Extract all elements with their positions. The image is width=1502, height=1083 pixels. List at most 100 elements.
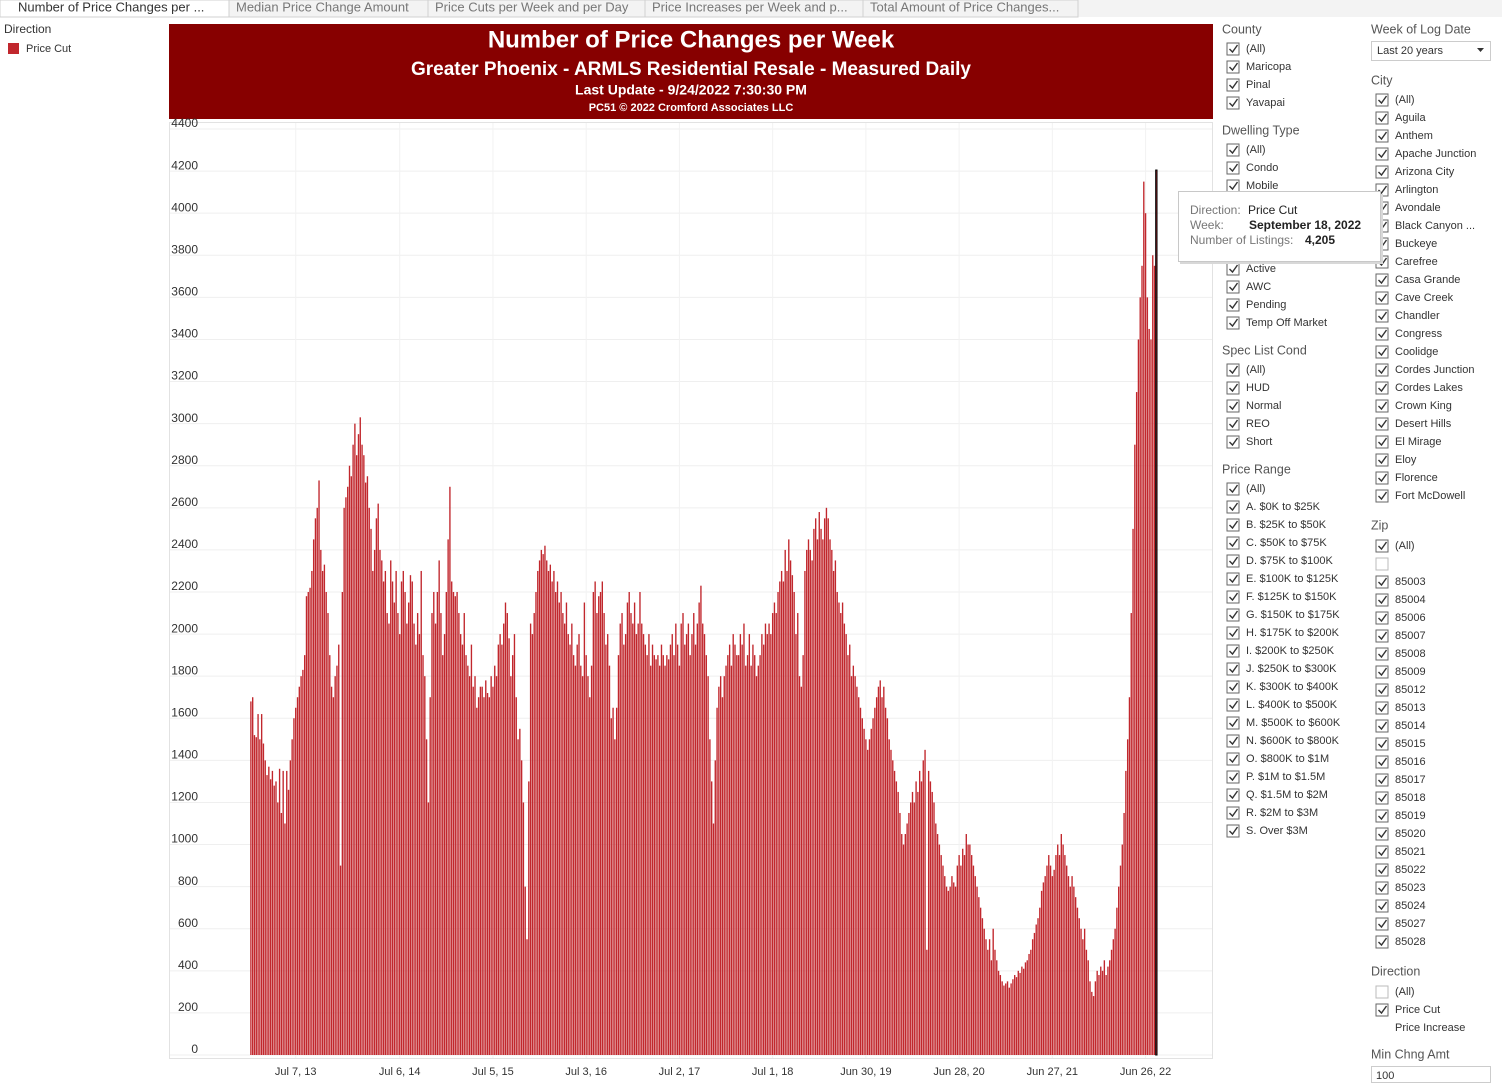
- bar[interactable]: [293, 718, 295, 1055]
- bar[interactable]: [714, 760, 716, 1055]
- filter-item[interactable]: R. $2M to $3M: [1246, 807, 1318, 819]
- bar[interactable]: [542, 554, 544, 1055]
- bar[interactable]: [702, 623, 704, 1055]
- bar[interactable]: [874, 707, 876, 1055]
- bar[interactable]: [1137, 339, 1140, 1055]
- bar[interactable]: [974, 876, 976, 1055]
- bar[interactable]: [1098, 975, 1100, 1055]
- bar[interactable]: [391, 581, 394, 1055]
- bar[interactable]: [711, 781, 713, 1055]
- bar[interactable]: [257, 714, 259, 1055]
- bar[interactable]: [488, 697, 491, 1055]
- bar[interactable]: [657, 655, 659, 1055]
- bar[interactable]: [501, 644, 503, 1055]
- bar[interactable]: [895, 781, 898, 1055]
- bar[interactable]: [608, 665, 611, 1055]
- filter-item[interactable]: Cordes Junction: [1395, 364, 1475, 376]
- filter-item[interactable]: H. $175K to $200K: [1246, 627, 1340, 639]
- bar[interactable]: [420, 570, 422, 1055]
- bar[interactable]: [560, 592, 562, 1055]
- filter-item[interactable]: C. $50K to $75K: [1246, 537, 1327, 549]
- bar[interactable]: [979, 907, 982, 1055]
- bar[interactable]: [734, 644, 736, 1055]
- bar[interactable]: [723, 676, 725, 1055]
- filter-item[interactable]: Price Cut: [1395, 1004, 1440, 1016]
- bar[interactable]: [825, 507, 828, 1055]
- filter-item[interactable]: Chandler: [1395, 310, 1440, 322]
- bar[interactable]: [302, 669, 304, 1055]
- bar[interactable]: [463, 613, 465, 1055]
- bar[interactable]: [831, 549, 833, 1055]
- bar[interactable]: [345, 497, 347, 1056]
- checkbox[interactable]: [1375, 557, 1389, 571]
- bar[interactable]: [549, 564, 552, 1055]
- bar[interactable]: [1026, 960, 1028, 1055]
- bar[interactable]: [685, 634, 688, 1055]
- bar[interactable]: [953, 882, 955, 1055]
- bar[interactable]: [1003, 985, 1005, 1055]
- bar[interactable]: [1089, 981, 1091, 1055]
- bar[interactable]: [1062, 844, 1064, 1055]
- tab[interactable]: [862, 0, 1079, 18]
- bar[interactable]: [510, 676, 512, 1055]
- bar[interactable]: [513, 634, 516, 1055]
- bar[interactable]: [1069, 886, 1071, 1055]
- bar[interactable]: [1094, 981, 1097, 1055]
- filter-item[interactable]: AWC: [1246, 281, 1271, 293]
- bar[interactable]: [562, 613, 564, 1055]
- bar[interactable]: [693, 613, 695, 1055]
- bar[interactable]: [788, 539, 790, 1055]
- bar[interactable]: [406, 623, 408, 1055]
- bar[interactable]: [581, 676, 584, 1055]
- bar[interactable]: [601, 581, 603, 1055]
- bar[interactable]: [1152, 255, 1154, 1056]
- bar[interactable]: [284, 823, 286, 1056]
- bar[interactable]: [766, 634, 768, 1055]
- bar[interactable]: [456, 592, 458, 1055]
- bar[interactable]: [728, 644, 731, 1055]
- bar[interactable]: [797, 613, 799, 1055]
- bar[interactable]: [1128, 697, 1131, 1055]
- bar[interactable]: [687, 623, 690, 1055]
- filter-item[interactable]: 85020: [1395, 828, 1426, 840]
- bar[interactable]: [798, 676, 801, 1055]
- bar[interactable]: [1083, 928, 1086, 1055]
- bar[interactable]: [999, 975, 1002, 1055]
- bar[interactable]: [745, 665, 747, 1055]
- bar[interactable]: [364, 482, 367, 1056]
- bar[interactable]: [655, 659, 657, 1055]
- bar[interactable]: [1058, 855, 1061, 1055]
- filter-item[interactable]: 85018: [1395, 792, 1426, 804]
- bar[interactable]: [495, 676, 498, 1055]
- dropdown[interactable]: [1371, 41, 1491, 61]
- bar[interactable]: [269, 779, 272, 1055]
- bar[interactable]: [1107, 966, 1109, 1055]
- bar[interactable]: [1085, 949, 1088, 1055]
- filter-item[interactable]: Q. $1.5M to $2M: [1246, 789, 1328, 801]
- bar[interactable]: [727, 655, 729, 1055]
- filter-item[interactable]: 85024: [1395, 900, 1426, 912]
- bar[interactable]: [637, 623, 639, 1055]
- bar[interactable]: [886, 718, 889, 1055]
- bar[interactable]: [1119, 865, 1122, 1055]
- bar[interactable]: [1110, 949, 1113, 1055]
- filter-item[interactable]: Fort McDowell: [1395, 490, 1465, 502]
- filter-item[interactable]: Casa Grande: [1395, 274, 1460, 286]
- bar[interactable]: [589, 697, 591, 1055]
- bar[interactable]: [942, 865, 944, 1055]
- bar[interactable]: [528, 781, 530, 1055]
- bar[interactable]: [918, 770, 921, 1055]
- bar[interactable]: [893, 770, 896, 1055]
- filter-item[interactable]: Yavapai: [1246, 97, 1285, 109]
- filter-item[interactable]: Carefree: [1395, 256, 1438, 268]
- filter-item[interactable]: Pending: [1246, 299, 1286, 311]
- bar[interactable]: [884, 707, 887, 1055]
- bar[interactable]: [605, 644, 607, 1055]
- filter-item[interactable]: Arizona City: [1395, 166, 1455, 178]
- bar[interactable]: [596, 613, 598, 1055]
- bar[interactable]: [936, 834, 939, 1055]
- bar[interactable]: [504, 602, 507, 1055]
- bar[interactable]: [1067, 876, 1070, 1055]
- bar[interactable]: [1035, 924, 1037, 1055]
- bar[interactable]: [1105, 975, 1107, 1055]
